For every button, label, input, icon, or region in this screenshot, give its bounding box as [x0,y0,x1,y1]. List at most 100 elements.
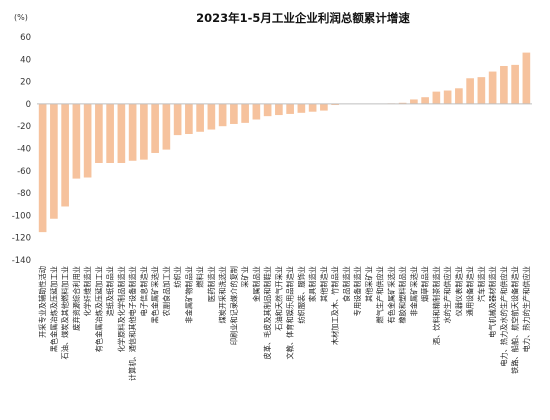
category-label: 文教、体育和娱乐用品制造业 [286,266,295,359]
bar [466,78,474,104]
category-label: 计算机、通信和其他电子设备制造业 [128,266,137,381]
category-label: 木材加工及木、竹制品业 [331,266,340,345]
category-label: 电力、热力及水的生产和供应业 [499,266,508,367]
bar [185,103,193,135]
bar [106,103,114,163]
bar [140,103,148,160]
category-label: 金属制品业 [252,266,261,302]
bar [297,103,306,113]
category-label: 非金属矿采选业 [409,266,418,316]
bar [477,77,486,104]
y-tick-label: -120 [12,234,31,244]
category-label: 有色金属冶炼及压延加工业 [94,266,103,352]
category-label: 燃气生产和供应业 [376,266,385,324]
bar [522,52,531,104]
y-tick-label: 40 [20,55,31,65]
category-label: 橡胶和塑料制品业 [398,266,407,324]
bars [38,52,531,233]
y-tick-label: -20 [17,122,31,132]
category-label: 铁路、船舶、航空航天设备制造业 [511,266,520,374]
category-label: 造纸及纸制品业 [106,266,115,316]
bar [286,103,294,114]
y-axis-ticks: 60 40 20 0 -20 -40 -60 -80 -100 -120 -140 [12,33,31,266]
bar [320,103,328,111]
bar [218,103,227,127]
bar [196,103,204,132]
bar [331,103,339,106]
bar [308,103,317,112]
bar [50,103,58,219]
category-label: 开采专业及辅助性活动 [38,266,47,338]
category-labels: 开采专业及辅助性活动 黑色金属冶炼及压延加工业 石油、煤炭及其他燃料加工业 废弃资源综… [38,266,531,381]
bar [241,103,249,123]
bar [162,103,171,150]
bar [72,103,81,179]
category-label: 石油、煤炭及其他燃料加工业 [61,266,70,359]
bar [455,88,463,104]
bar [432,91,441,104]
category-label: 煤炭开采和洗选业 [218,266,227,324]
bar [443,90,452,104]
y-tick-label: 20 [20,78,31,88]
category-label: 医药制造业 [207,266,216,302]
bar [398,102,407,104]
category-label: 汽车制造业 [477,266,486,302]
bar [173,103,182,136]
category-label: 黑色金属冶炼及压延加工业 [49,266,58,352]
y-axis-unit: (%) [14,13,28,22]
bar [511,64,519,104]
category-label: 非金属矿物制品业 [184,266,193,324]
bar [95,103,103,163]
category-label: 燃料业 [196,266,205,288]
category-label: 废弃资源综合利用业 [72,266,81,331]
bar [151,103,159,153]
category-label: 化学纤维制造业 [83,266,92,316]
category-label: 电子信息制造业 [139,266,148,316]
y-tick-label: -40 [17,145,31,155]
bar [230,103,238,124]
chart-title: 2023年1-5月工业企业利润总额累计增速 [196,11,410,25]
bar [500,65,508,104]
bar [61,103,69,207]
bar [128,103,137,161]
y-tick-label: -80 [17,189,31,199]
y-tick-label: 0 [26,100,31,110]
category-label: 化学原料及化学制品制造业 [117,266,126,352]
category-label: 电力、热力的生产和供应业 [522,266,531,352]
category-label: 水的生产和供应业 [443,266,452,324]
category-label: 石油和天然气开采业 [274,266,283,331]
category-label: 家具制造业 [308,266,317,302]
bar [263,103,272,117]
category-label: 其他制造业 [319,266,328,302]
category-label: 农副食品加工业 [162,266,171,316]
category-label: 烟草制品业 [421,266,430,302]
category-label: 专用设备制造业 [353,266,362,316]
bar [252,103,261,120]
y-tick-label: -140 [12,256,31,266]
category-label: 电气机械及器材制造业 [488,266,497,338]
category-label: 印刷业和记录媒介的复制 [229,266,238,345]
category-label: 仪器仪表制造业 [454,266,463,316]
category-label: 采矿业 [241,266,250,288]
category-label: 纺织服装、服饰业 [297,266,306,324]
category-label: 酒、饮料和精制茶制造业 [432,266,441,345]
category-label: 通用设备制造业 [466,266,475,316]
bar [410,99,418,104]
category-label: 食品制造业 [342,266,351,302]
category-label: 有色金属矿采选业 [387,266,396,324]
bar [421,97,429,104]
y-tick-label: 60 [20,33,31,43]
y-tick-label: -60 [17,167,31,177]
category-label: 黑色金属矿采选业 [151,266,160,324]
bar [488,71,497,104]
category-label: 皮革、毛皮及其制品和制鞋业 [263,266,272,359]
y-tick-label: -100 [12,211,31,221]
bar [117,103,126,163]
category-label: 其他采矿业 [364,266,373,302]
bar [207,103,216,130]
category-label: 纺织业 [173,266,182,288]
bar [275,103,283,116]
bar [83,103,92,178]
